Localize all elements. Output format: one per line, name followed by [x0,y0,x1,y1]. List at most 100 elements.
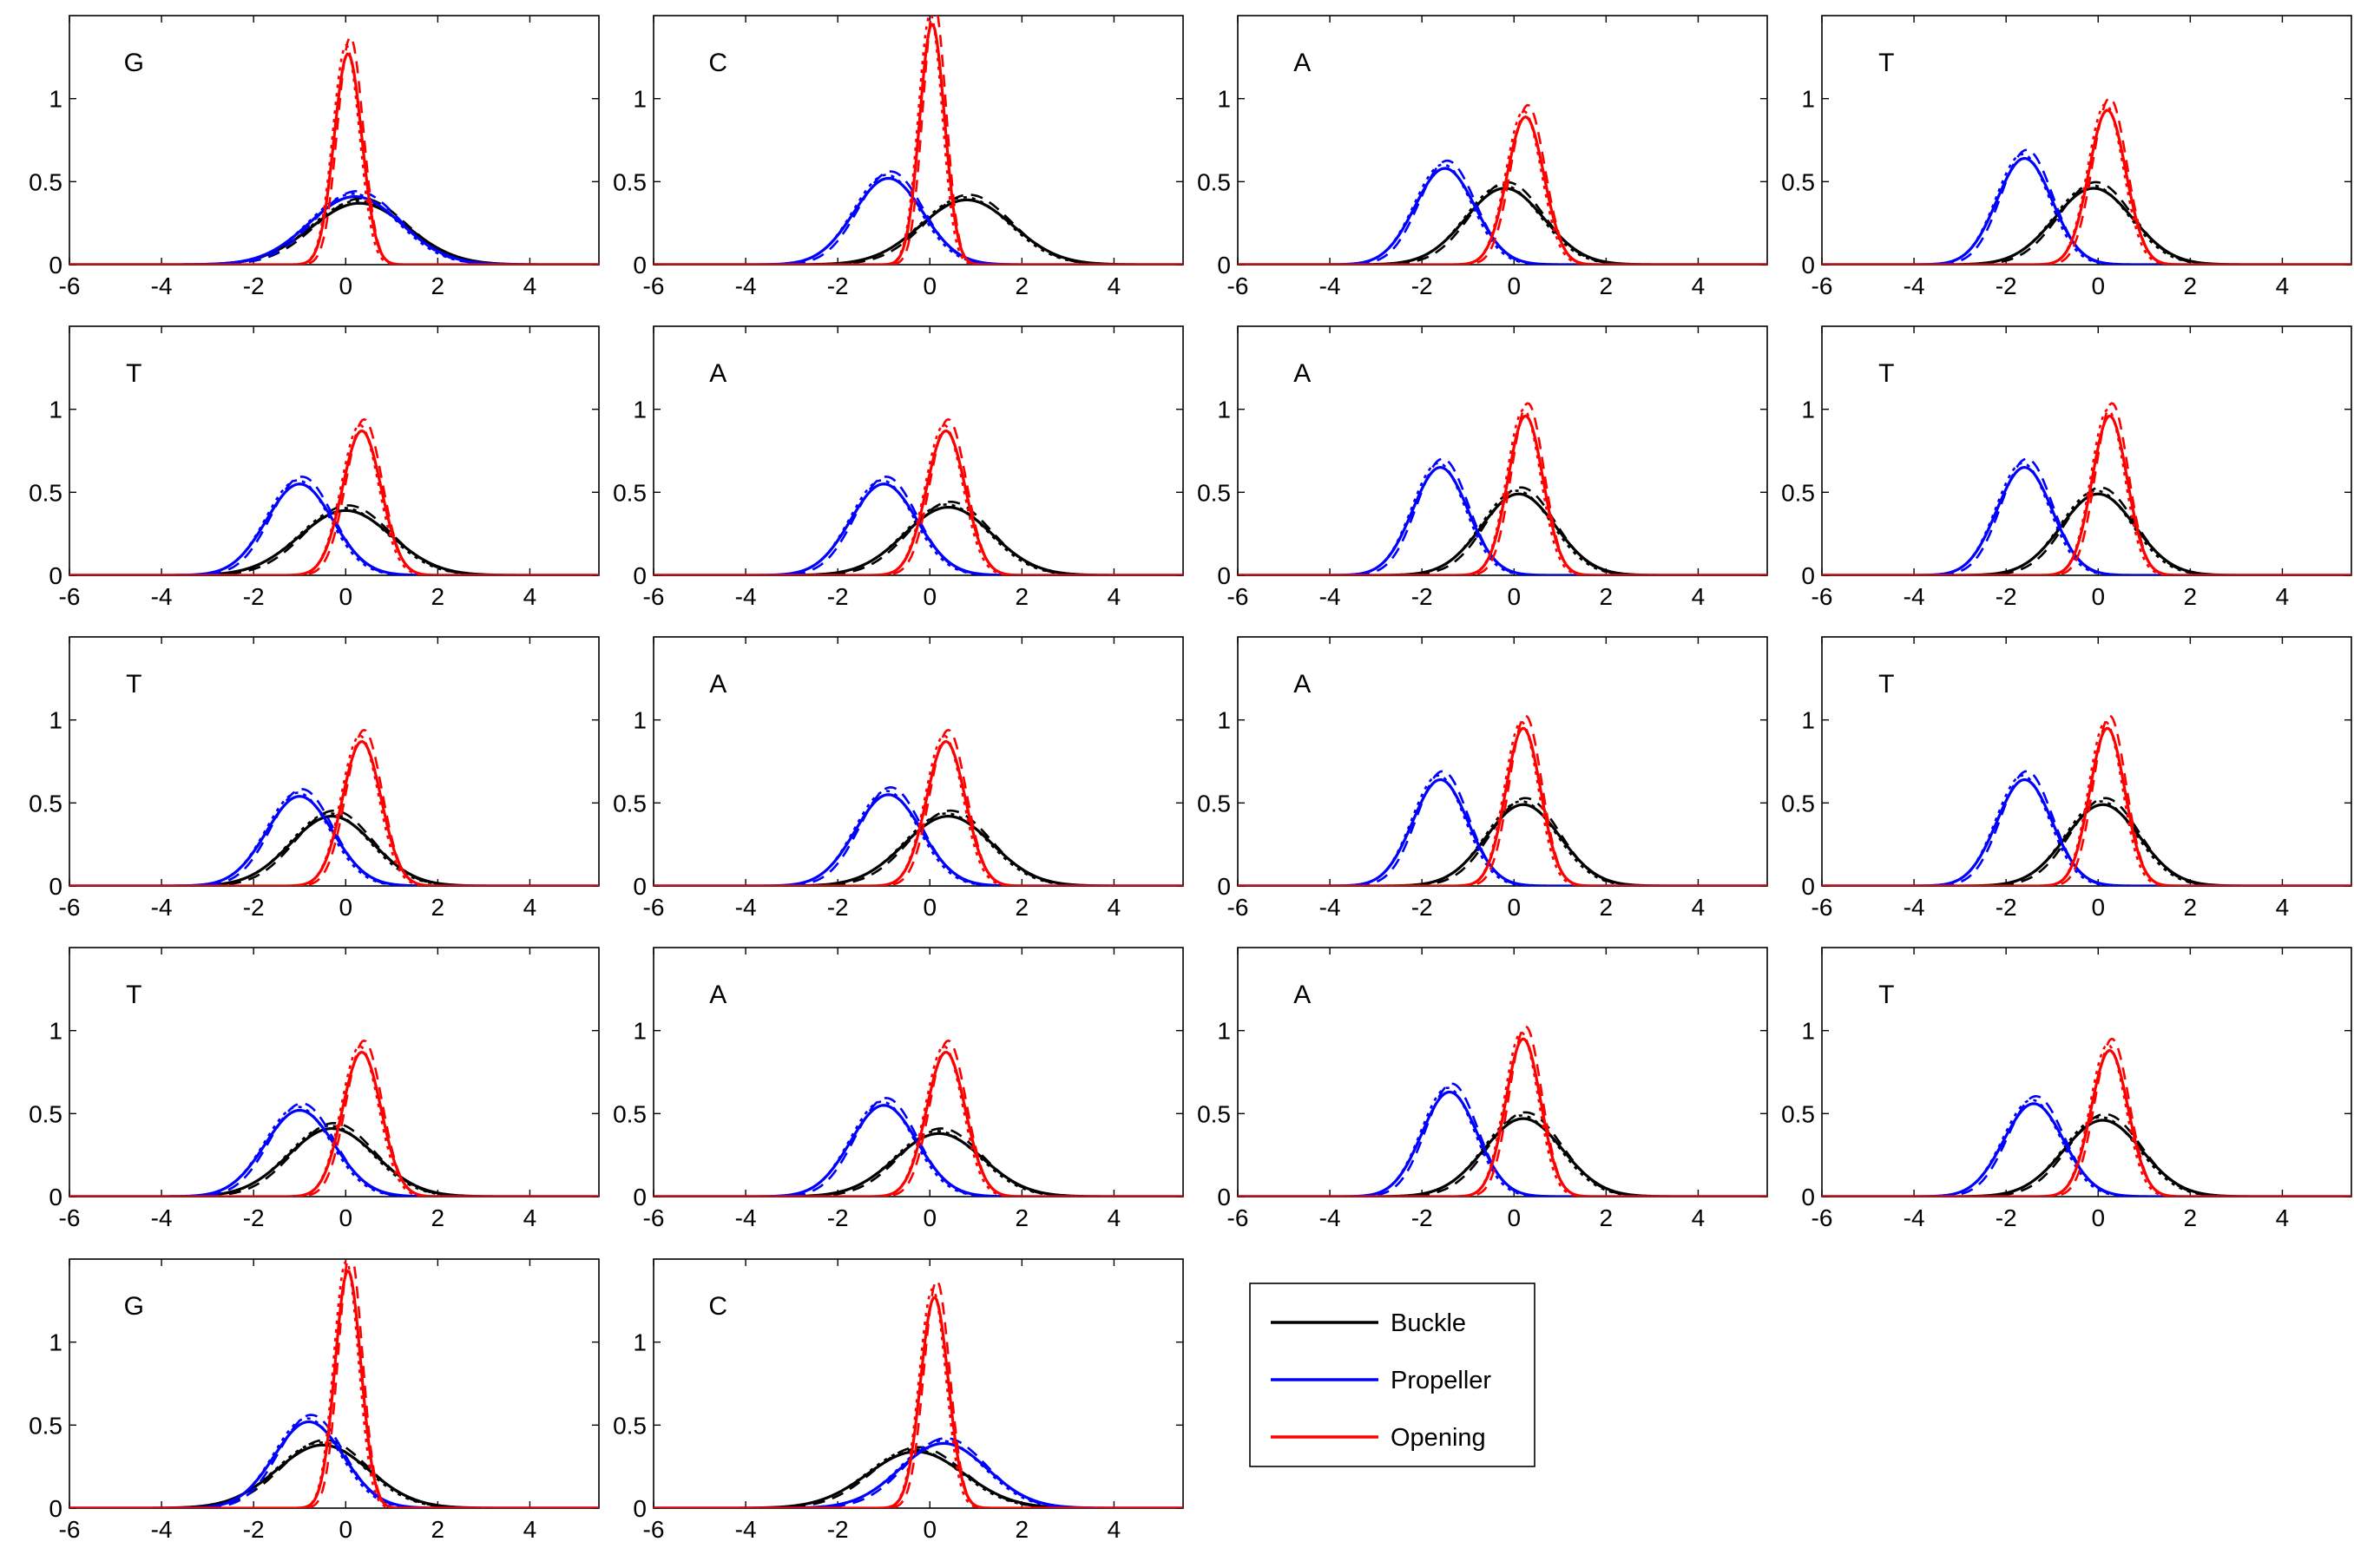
opening-curve [69,52,599,265]
y-tick-label: 0.5 [1781,479,1815,506]
x-tick-label: 0 [923,1204,937,1231]
axes-box [1237,325,1768,576]
opening-curve-dashed-1 [1822,714,2351,886]
subplot-13: -6 -4 -2 0 2 4 0 0.5 1 T [29,947,600,1231]
x-tick-label: 0 [1507,1204,1521,1231]
y-tick-label: 1 [49,707,62,734]
propeller-curve-dashed-2 [1238,1086,1767,1197]
y-tick-label: 0 [49,873,62,900]
subplot-8: -6 -4 -2 0 2 4 0 0.5 1 T [1781,325,2352,610]
y-tick-label: 0 [1801,873,1815,900]
subplot-6: -6 -4 -2 0 2 4 0 0.5 1 A [613,325,1184,610]
y-tick-label: 1 [49,397,62,423]
y-tick-label: 0.5 [1197,790,1231,817]
x-tick-label: 4 [1692,583,1706,610]
y-tick-label: 0.5 [1781,790,1815,817]
curves [654,417,1183,575]
x-tick-label: 4 [1108,894,1121,921]
curves [654,728,1183,886]
x-tick-label: 0 [339,1204,352,1231]
y-tick-label: 1 [633,397,647,423]
opening-curve-dashed-2 [654,1288,1183,1508]
opening-curve-dashed-1 [654,417,1183,575]
x-tick-label: 2 [431,272,445,299]
y-tick-label: 0.5 [1197,479,1231,506]
opening-curve-dashed-1 [1238,714,1767,886]
x-tick-label: -6 [59,272,81,299]
opening-curve [654,22,1183,265]
opening-curve-dashed-1 [69,417,599,575]
x-tick-label: 2 [1016,894,1029,921]
x-tick-label: 2 [1016,272,1029,299]
opening-curve-dashed-2 [654,16,1183,265]
x-tick-label: -4 [1319,583,1341,610]
x-tick-label: 0 [923,272,937,299]
propeller-curve-dashed-1 [1238,1082,1767,1197]
x-tick-label: 4 [523,583,537,610]
x-tick-label: 2 [2184,272,2198,299]
x-tick-label: 0 [1507,272,1521,299]
y-tick-label: 0 [1217,1184,1231,1210]
y-tick-label: 0.5 [1197,168,1231,195]
y-tick-label: 1 [1217,1018,1231,1045]
y-tick-label: 0.5 [29,479,62,506]
base-label: G [124,49,144,77]
y-tick-label: 0 [49,1495,62,1522]
buckle-curve [1822,492,2351,575]
subplot-11: -6 -4 -2 0 2 4 0 0.5 1 A [1197,636,1768,921]
x-tick-label: -4 [151,1516,173,1543]
legend-label-propeller: Propeller [1391,1367,1491,1394]
y-tick-label: 0 [1801,1184,1815,1210]
x-tick-label: -4 [151,1204,173,1231]
x-tick-label: 4 [1108,583,1121,610]
opening-curve [1238,414,1767,575]
x-tick-label: 2 [1600,894,1614,921]
x-tick-label: 2 [1600,272,1614,299]
axes-box [1821,636,2352,887]
x-tick-label: -6 [643,894,665,921]
propeller-curve-dashed-1 [654,170,1183,265]
opening-curve-dashed-1 [69,35,599,265]
x-tick-label: -6 [59,1204,81,1231]
opening-curve [1822,726,2351,886]
opening-curve-dashed-1 [69,1039,599,1197]
x-tick-label: -4 [735,894,757,921]
x-tick-label: 4 [2276,1204,2290,1231]
x-tick-label: -2 [827,1204,849,1231]
subplot-1: -6 -4 -2 0 2 4 0 0.5 1 G [29,15,600,299]
x-tick-label: -2 [243,272,265,299]
legend-label-opening: Opening [1391,1424,1486,1452]
axes-box [1237,947,1768,1197]
y-tick-label: 0.5 [29,1412,62,1439]
curves [69,1259,599,1508]
y-tick-label: 0 [633,873,647,900]
curves [1822,96,2351,265]
x-tick-label: -4 [1904,894,1925,921]
panels-group: -6 -4 -2 0 2 4 0 0.5 1 G -6 -4 -2 0 2 4 0 0.5 1 C -6 -4 -2 0 2 4 0… [29,15,2352,1543]
x-tick-label: 0 [1507,583,1521,610]
x-tick-label: 2 [2184,894,2198,921]
x-tick-label: 0 [923,583,937,610]
y-tick-label: 1 [1801,86,1815,113]
y-tick-label: 1 [1801,397,1815,423]
curves [654,16,1183,265]
x-tick-label: 4 [1692,272,1706,299]
opening-curve-dashed-2 [1822,1043,2351,1197]
x-tick-label: -2 [827,894,849,921]
x-tick-label: -4 [1319,272,1341,299]
y-tick-label: 0.5 [29,168,62,195]
x-tick-label: -2 [1411,583,1433,610]
opening-curve [69,1050,599,1197]
y-tick-label: 1 [1801,1018,1815,1045]
x-tick-label: 0 [339,894,352,921]
base-label: T [126,359,141,388]
curves [1822,1037,2351,1197]
x-tick-label: 2 [1600,1204,1614,1231]
x-tick-label: -6 [59,583,81,610]
subplot-17: -6 -4 -2 0 2 4 0 0.5 1 G [29,1258,600,1543]
x-tick-label: 2 [1016,1516,1029,1543]
x-tick-label: 2 [1016,583,1029,610]
x-tick-label: -2 [1996,894,2017,921]
buckle-curve [1238,187,1767,265]
opening-curve [69,1269,599,1508]
